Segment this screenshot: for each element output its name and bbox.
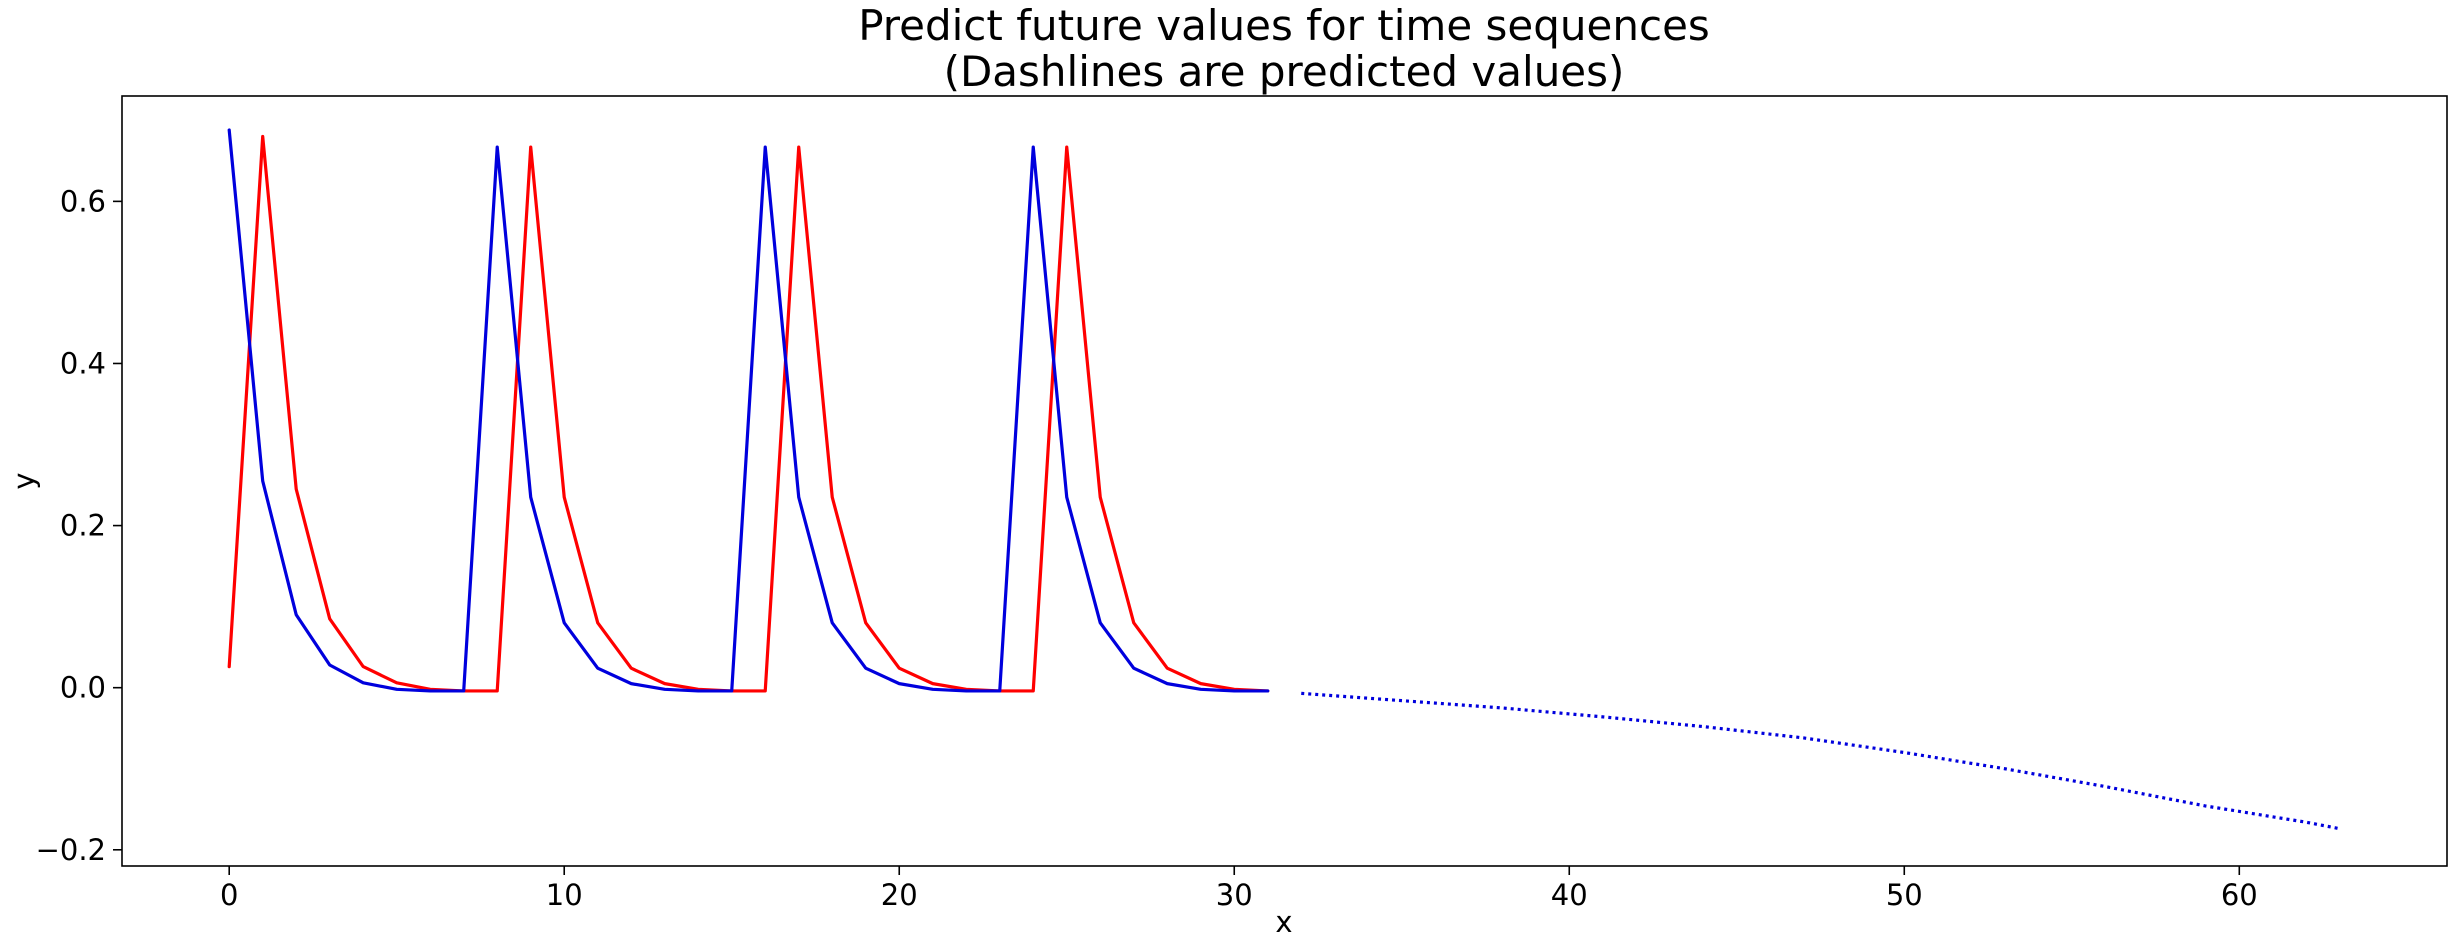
series-layer [227, 128, 2341, 831]
y-tick-label-3: 0.4 [60, 346, 106, 380]
x-tick-label-0: 0 [220, 878, 238, 912]
x-tick-label-5: 50 [1886, 878, 1923, 912]
plot-frame [121, 95, 2448, 867]
x-tick-label-2: 20 [881, 878, 918, 912]
series-line-1 [227, 128, 1270, 693]
x-tick-label-3: 30 [1216, 878, 1253, 912]
x-tick-label-6: 60 [2221, 878, 2258, 912]
chart-title-line-1: Predict future values for time sequences [858, 1, 1710, 50]
x-axis-label: x [1275, 905, 1292, 939]
y-tick-label-4: 0.6 [60, 184, 106, 218]
y-tick-label-2: 0.2 [60, 509, 106, 543]
x-tick-label-1: 10 [546, 878, 583, 912]
series-line-0 [227, 134, 1270, 693]
chart-title-line-2: (Dashlines are predicted values) [944, 47, 1625, 96]
y-axis: −0.2 0.0 0.2 0.4 0.6 [36, 184, 122, 867]
series-line-2 [1301, 691, 2341, 831]
y-axis-label: y [7, 472, 41, 489]
y-tick-label-0: −0.2 [36, 833, 106, 867]
y-tick-label-1: 0.0 [60, 671, 106, 705]
x-axis: 0 10 20 30 40 50 60 [220, 866, 2258, 912]
x-tick-label-4: 40 [1551, 878, 1588, 912]
